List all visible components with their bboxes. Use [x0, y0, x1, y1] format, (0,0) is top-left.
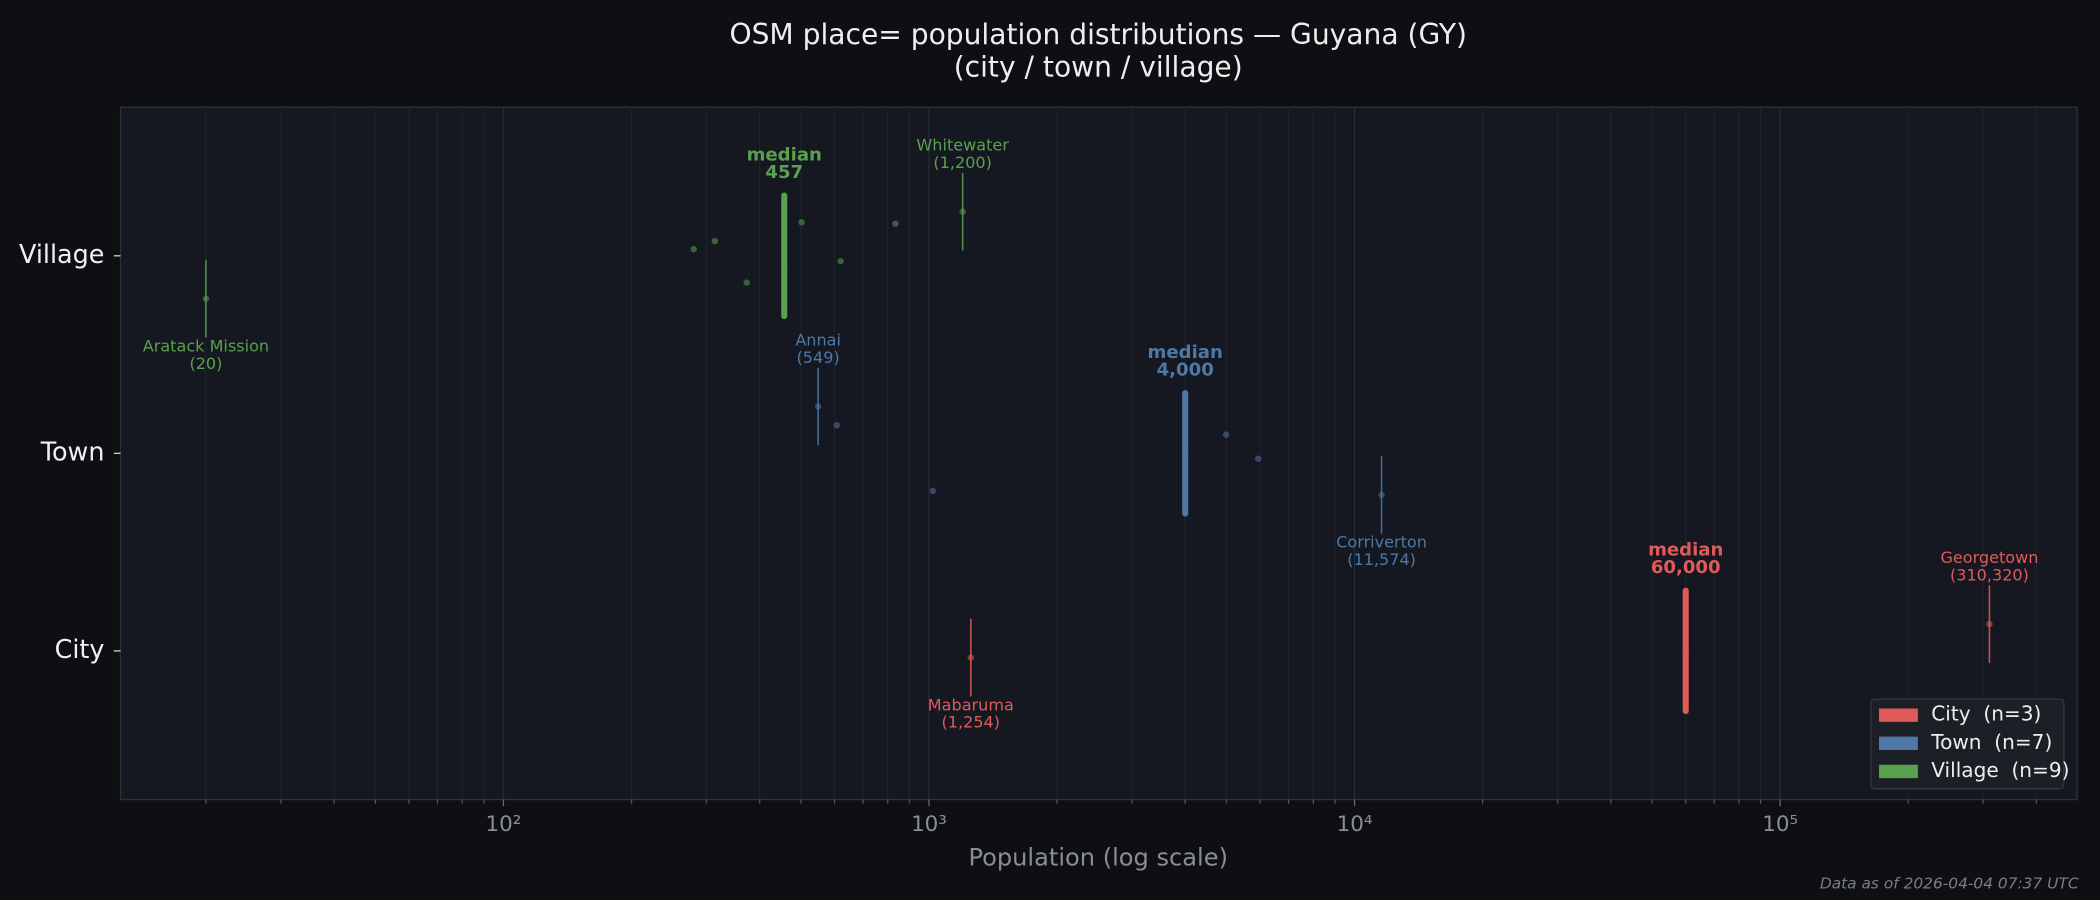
- point-value-label: (1,200): [933, 153, 992, 172]
- point-label: Mabaruma: [928, 695, 1014, 714]
- point: [833, 422, 840, 429]
- point-label: Aratack Mission: [143, 336, 269, 355]
- legend-swatch: [1879, 736, 1918, 750]
- point: [690, 245, 697, 253]
- y-tick-label: City: [55, 634, 105, 664]
- point: [1255, 455, 1262, 462]
- point-value-label: (20): [189, 354, 222, 373]
- median-value-label: 4,000: [1157, 359, 1214, 380]
- legend-label: City (n=3): [1931, 702, 2041, 726]
- point-value-label: (1,254): [942, 713, 1001, 732]
- point: [798, 219, 805, 226]
- legend-label: Town (n=7): [1930, 730, 2052, 754]
- x-tick-label: 10⁴: [1337, 812, 1373, 837]
- point-label: Georgetown: [1940, 548, 2038, 567]
- median-text: median: [1648, 539, 1723, 560]
- y-tick-label: Town: [40, 436, 105, 466]
- point-label: Whitewater: [916, 135, 1009, 154]
- y-tick-label: Village: [19, 239, 104, 269]
- point: [743, 279, 750, 286]
- chart-subtitle: (city / town / village): [954, 50, 1243, 83]
- legend-swatch: [1879, 708, 1918, 722]
- legend-label: Village (n=9): [1931, 758, 2069, 782]
- median-value-label: 60,000: [1651, 557, 1721, 578]
- footnote: Data as of 2026-04-04 07:37 UTC: [1820, 874, 2079, 892]
- legend-box: [1870, 698, 2065, 790]
- x-tick-label: 10²: [485, 812, 521, 837]
- point-label: Annai: [795, 330, 841, 349]
- x-tick-label: 10³: [911, 812, 947, 837]
- x-tick-label: 10⁵: [1762, 812, 1798, 837]
- point: [892, 220, 899, 227]
- plot-area: [119, 106, 2078, 801]
- point: [711, 237, 719, 245]
- median-text: median: [1148, 342, 1223, 363]
- chart-title: OSM place= population distributions — Gu…: [729, 18, 1467, 51]
- x-axis-label: Population (log scale): [968, 843, 1228, 871]
- point-label: Corriverton: [1336, 533, 1427, 552]
- point-value-label: (310,320): [1950, 565, 2029, 584]
- point-value-label: (11,574): [1347, 550, 1416, 569]
- median-text: median: [747, 144, 822, 165]
- median-value-label: 457: [765, 162, 803, 183]
- point-value-label: (549): [797, 348, 840, 367]
- point: [1222, 431, 1230, 438]
- point: [837, 257, 844, 265]
- legend-swatch: [1879, 764, 1918, 779]
- point: [929, 487, 937, 495]
